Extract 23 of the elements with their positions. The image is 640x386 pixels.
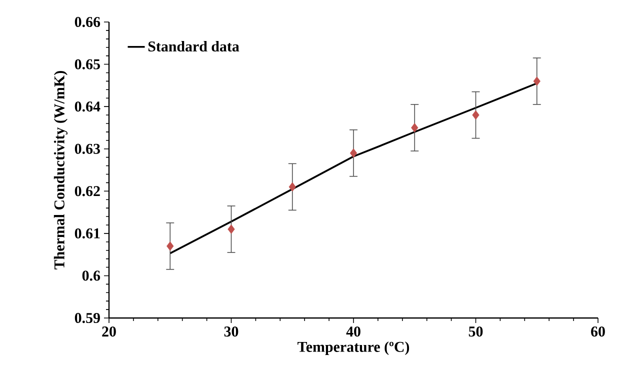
point <box>472 110 480 120</box>
x-tick-label: 40 <box>346 326 360 337</box>
x-tick-label: 20 <box>102 326 116 337</box>
y-tick-label: 0.6 <box>82 270 100 281</box>
y-tick-label: 0.61 <box>74 228 100 239</box>
point <box>166 241 174 251</box>
legend-label: Standard data <box>148 40 240 52</box>
y-tick-label: 0.59 <box>74 312 100 324</box>
y-tick-label: 0.65 <box>74 59 100 70</box>
y-axis-title: Thermal Conductivity (W/mK) <box>54 71 68 270</box>
x-tick-label: 60 <box>591 326 605 337</box>
x-tick-label: 50 <box>468 326 483 337</box>
y-tick-label: 0.66 <box>74 16 100 28</box>
y-tick-label: 0.63 <box>74 144 100 154</box>
x-tick-label: 30 <box>224 326 238 337</box>
y-tick-label: 0.62 <box>74 186 100 196</box>
y-tick-label: 0.64 <box>74 101 100 112</box>
point <box>288 182 296 192</box>
point <box>228 224 235 234</box>
point <box>411 123 418 132</box>
x-axis-title: Temperature (ºC) <box>298 341 410 355</box>
point <box>350 148 358 158</box>
point <box>533 76 540 86</box>
